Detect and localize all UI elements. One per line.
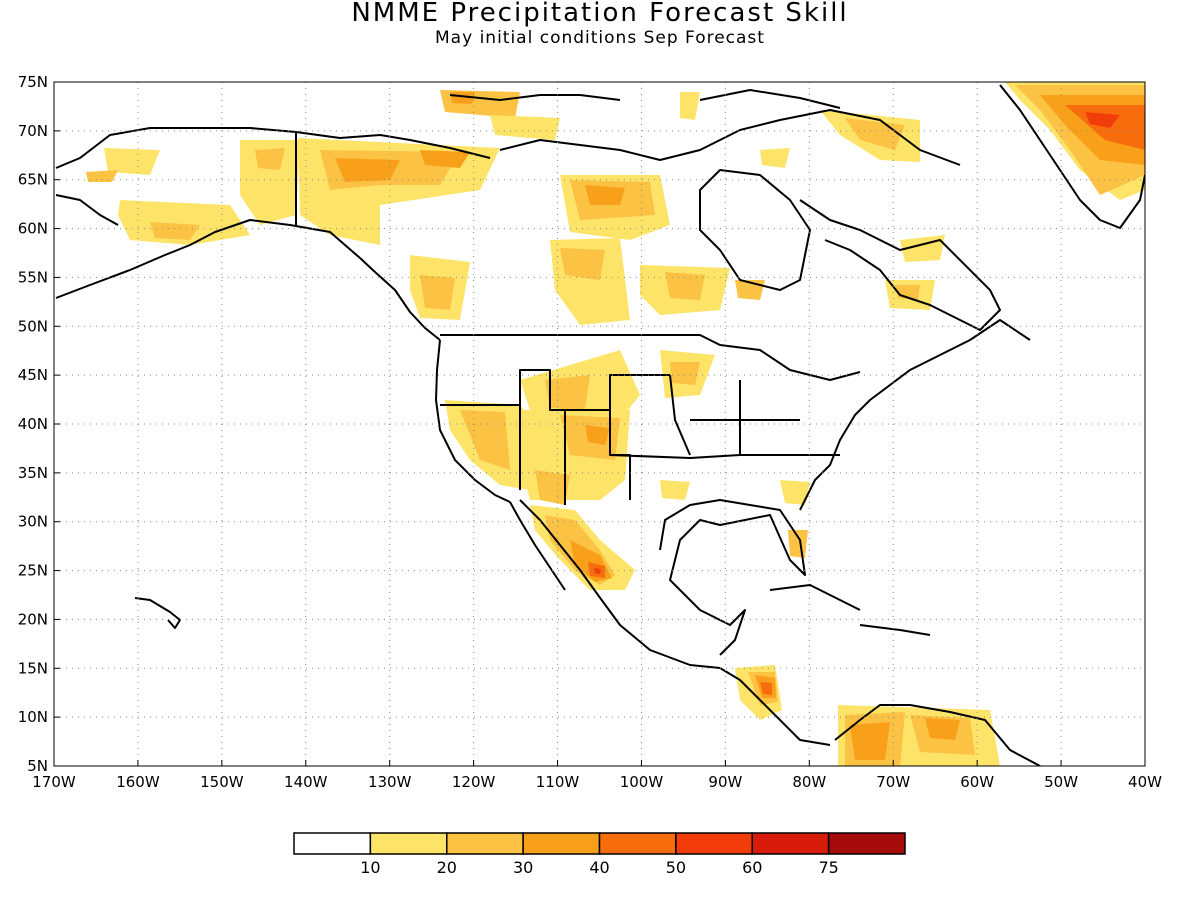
map-title: NMME Precipitation Forecast Skill bbox=[351, 0, 849, 28]
lon-tick-label: 170W bbox=[32, 773, 76, 791]
lat-tick-label: 50N bbox=[18, 317, 48, 335]
lat-tick-label: 55N bbox=[18, 268, 48, 286]
colorbar-label: 20 bbox=[437, 858, 457, 877]
map-subtitle: May initial conditions Sep Forecast bbox=[435, 28, 765, 48]
lat-tick-label: 45N bbox=[18, 366, 48, 384]
colorbar-label: 75 bbox=[818, 858, 838, 877]
lon-tick-label: 50W bbox=[1044, 773, 1078, 791]
lat-tick-label: 15N bbox=[18, 659, 48, 677]
lat-tick-label: 65N bbox=[18, 171, 48, 189]
colorbar-label: 60 bbox=[742, 858, 762, 877]
gridlines bbox=[54, 82, 1145, 766]
lat-tick-label: 5N bbox=[27, 757, 48, 775]
latitude-axis: 75N 70N 65N 60N 55N 50N 45N 40N 35N 30N 25N 20N 15N 1… bbox=[18, 73, 60, 775]
colorbar-swatch bbox=[522, 832, 601, 855]
lat-tick-label: 75N bbox=[18, 73, 48, 91]
coastlines bbox=[55, 84, 1145, 766]
colorbar-swatch bbox=[598, 832, 677, 855]
longitude-axis: 170W 160W 150W 140W 130W 120W 110W 100W 90W 80W 70… bbox=[32, 760, 1162, 791]
lon-tick-label: 150W bbox=[200, 773, 244, 791]
lat-tick-label: 40N bbox=[18, 415, 48, 433]
lon-tick-label: 160W bbox=[116, 773, 160, 791]
lat-tick-label: 30N bbox=[18, 513, 48, 531]
lat-tick-label: 70N bbox=[18, 122, 48, 140]
lon-tick-label: 80W bbox=[792, 773, 826, 791]
lon-tick-label: 60W bbox=[960, 773, 994, 791]
skill-alaska bbox=[104, 148, 160, 175]
lat-tick-label: 60N bbox=[18, 220, 48, 238]
colorbar-swatch bbox=[827, 832, 906, 855]
lon-tick-label: 70W bbox=[876, 773, 910, 791]
lon-tick-label: 140W bbox=[284, 773, 328, 791]
colorbar-swatch bbox=[293, 832, 372, 855]
lon-tick-label: 90W bbox=[708, 773, 742, 791]
lon-tick-label: 40W bbox=[1128, 773, 1162, 791]
colorbar-swatch bbox=[751, 832, 830, 855]
colorbar-label: 10 bbox=[360, 858, 380, 877]
colorbar-label: 40 bbox=[589, 858, 609, 877]
lat-tick-label: 25N bbox=[18, 562, 48, 580]
lon-tick-label: 130W bbox=[368, 773, 412, 791]
colorbar: 10 20 30 40 50 60 75 bbox=[293, 832, 906, 877]
colorbar-swatch bbox=[369, 832, 448, 855]
lon-tick-label: 100W bbox=[620, 773, 664, 791]
lat-tick-label: 20N bbox=[18, 610, 48, 628]
lon-tick-label: 110W bbox=[536, 773, 580, 791]
colorbar-swatch bbox=[446, 832, 524, 855]
colorbar-swatch bbox=[675, 832, 753, 855]
lat-tick-label: 10N bbox=[18, 708, 48, 726]
lon-tick-label: 120W bbox=[452, 773, 496, 791]
lat-tick-label: 35N bbox=[18, 464, 48, 482]
colorbar-label: 50 bbox=[666, 858, 686, 877]
colorbar-label: 30 bbox=[513, 858, 533, 877]
